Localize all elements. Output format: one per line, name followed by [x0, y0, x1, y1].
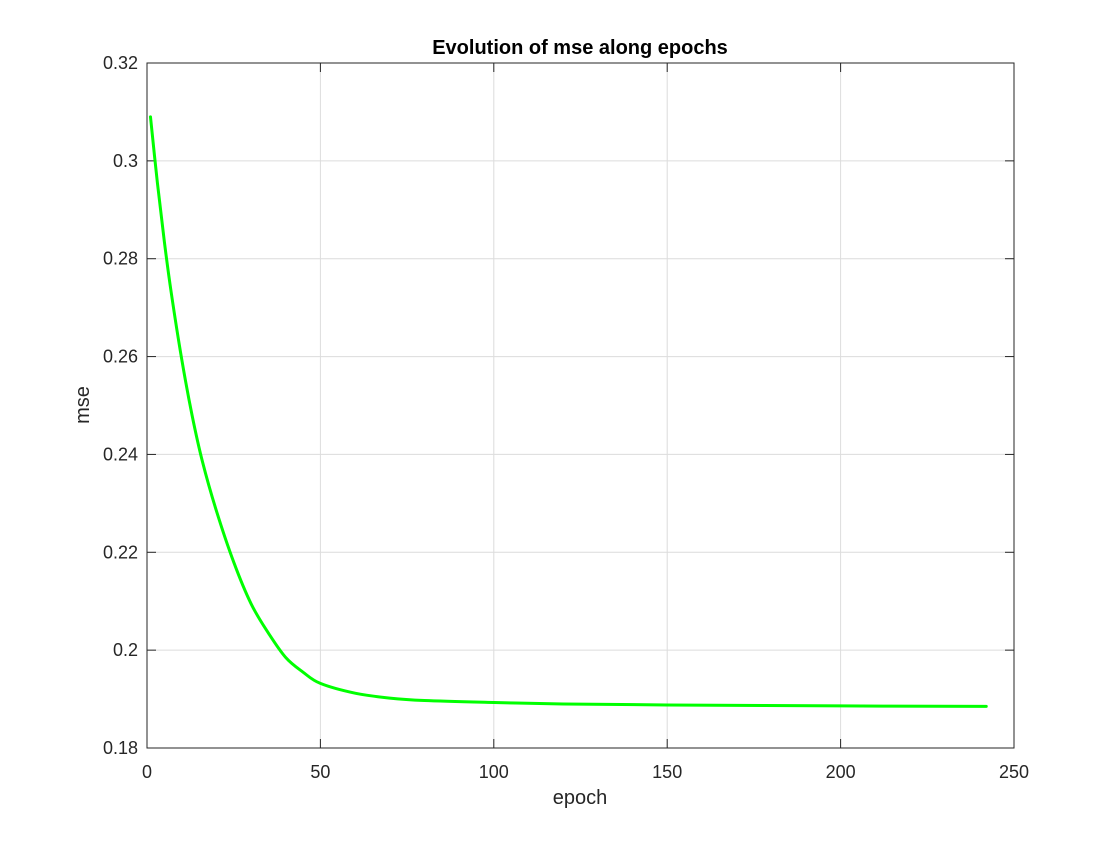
x-tick-label: 0 [142, 762, 152, 782]
x-tick-label: 150 [652, 762, 682, 782]
y-tick-label: 0.26 [103, 347, 138, 367]
mse-series-line [148, 115, 988, 708]
y-tick-label: 0.2 [113, 640, 138, 660]
x-tick-label: 50 [310, 762, 330, 782]
chart-title: Evolution of mse along epochs [432, 37, 728, 59]
y-tick-label: 0.3 [113, 151, 138, 171]
y-tick-label: 0.24 [103, 444, 138, 464]
y-tick-label: 0.18 [103, 738, 138, 758]
x-tick-label: 250 [999, 762, 1029, 782]
y-tick-label: 0.22 [103, 542, 138, 562]
y-tick-label: 0.32 [103, 53, 138, 73]
y-axis-label: mse [72, 386, 94, 424]
y-tick-label: 0.28 [103, 249, 138, 269]
x-axis-label: epoch [553, 787, 608, 809]
x-tick-label: 100 [479, 762, 509, 782]
x-tick-label: 200 [826, 762, 856, 782]
axis-ticks: 0 50 100 150 200 250 0.18 0.2 0.22 0.24 0.26 0.28 0.… [103, 53, 1029, 782]
plot-area-frame [146, 62, 1015, 749]
series-layer [148, 115, 988, 708]
